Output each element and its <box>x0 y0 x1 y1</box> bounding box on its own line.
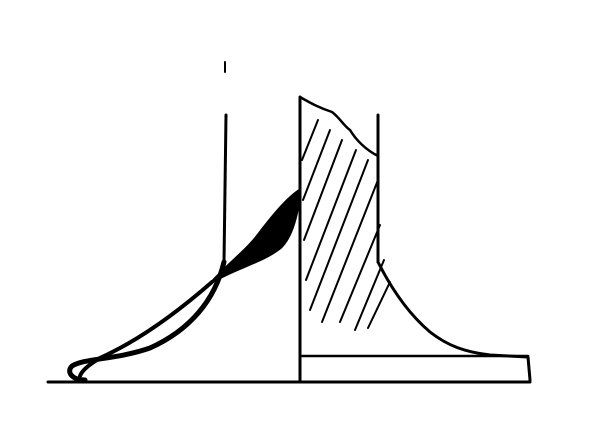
left-flare-outer-curve <box>67 259 227 383</box>
right-flare-curve <box>376 260 532 382</box>
left-vertical-line <box>222 113 228 264</box>
left-flare-inner-curve <box>78 280 214 378</box>
hatched-region-top-edge <box>298 95 380 158</box>
hatching <box>301 119 391 331</box>
